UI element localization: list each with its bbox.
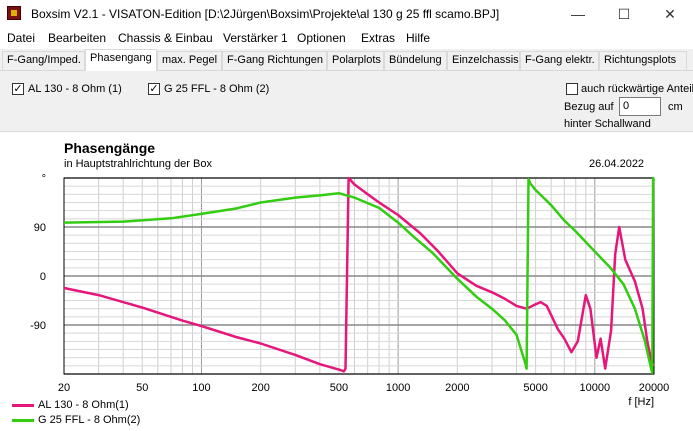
plot-border — [63, 177, 655, 375]
legend-label-2: G 25 FFL - 8 Ohm(2) — [38, 414, 141, 426]
driver1-checkbox[interactable]: ✓ — [12, 83, 24, 95]
series-line-1 — [63, 176, 655, 373]
tab-richtungsplots[interactable]: Richtungsplots — [599, 51, 687, 70]
driver1-label: AL 130 - 8 Ohm (1) — [28, 83, 122, 95]
y-tick-label: ° — [42, 173, 46, 185]
title-bar: Boxsim V2.1 - VISATON-Edition [D:\2Jürge… — [0, 0, 693, 28]
series-layer — [63, 176, 656, 375]
rear-label: auch rückwärtige Anteile — [581, 83, 693, 95]
minimize-button[interactable]: — — [571, 6, 585, 22]
chart-title: Phasengänge — [64, 140, 156, 156]
phase-chart: 20 50 100 200 500 1000 2000 5000 10000 20000 ° 90 0… — [30, 173, 669, 408]
y-tick-labels: ° 90 0 -90 — [30, 173, 46, 332]
x-tick-label: 20000 — [639, 382, 670, 394]
major-grid — [64, 177, 654, 375]
x-tick-label: 100 — [192, 382, 210, 394]
chart-area: Phasengänge in Hauptstrahlrichtung der B… — [0, 132, 693, 431]
x-tick-label: 10000 — [580, 382, 611, 394]
legend-item-1: AL 130 - 8 Ohm(1) — [12, 399, 129, 411]
legend-item-2: G 25 FFL - 8 Ohm(2) — [12, 414, 140, 426]
ref-label: Bezug auf — [564, 101, 614, 113]
x-tick-label: 5000 — [523, 382, 547, 394]
tab-max-pegel[interactable]: max. Pegel — [157, 51, 222, 70]
rear-checkbox[interactable] — [566, 83, 578, 95]
menu-verstaerker[interactable]: Verstärker 1 — [223, 31, 288, 45]
x-tick-label: 500 — [330, 382, 348, 394]
legend-swatch-1 — [12, 403, 34, 407]
menu-chassis-einbau[interactable]: Chassis & Einbau — [118, 31, 213, 45]
x-tick-label: 200 — [251, 382, 269, 394]
ref-distance-input[interactable]: 0 — [619, 97, 661, 116]
tab-f-gang-imped[interactable]: F-Gang/Imped. — [2, 51, 85, 70]
tab-einzelchassis[interactable]: Einzelchassis — [447, 51, 520, 70]
close-button[interactable]: ✕ — [664, 6, 676, 22]
y-tick-label: 90 — [34, 222, 46, 234]
tab-bar: F-Gang/Imped. Phasengang max. Pegel F-Ga… — [0, 49, 693, 71]
chart-subtitle: in Hauptstrahlrichtung der Box — [64, 158, 212, 170]
x-tick-labels: 20 50 100 200 500 1000 2000 5000 10000 20000 — [58, 382, 669, 394]
x-tick-label: 1000 — [386, 382, 410, 394]
x-axis-label: f [Hz] — [628, 396, 654, 408]
ref-unit-label: cm — [668, 101, 683, 113]
maximize-button[interactable]: ☐ — [617, 6, 631, 22]
x-tick-label: 20 — [58, 382, 70, 394]
options-panel: ✓ AL 130 - 8 Ohm (1) ✓ G 25 FFL - 8 Ohm … — [0, 71, 693, 132]
legend-swatch-2 — [12, 418, 34, 422]
window-title: Boxsim V2.1 - VISATON-Edition [D:\2Jürge… — [31, 7, 500, 21]
tab-buendelung[interactable]: Bündelung — [384, 51, 447, 70]
legend-label-1: AL 130 - 8 Ohm(1) — [38, 399, 129, 411]
x-tick-label: 50 — [136, 382, 148, 394]
app-icon[interactable] — [7, 6, 21, 20]
tab-polarplots[interactable]: Polarplots — [327, 51, 384, 70]
ref-suffix-label: hinter Schallwand — [564, 118, 651, 130]
y-tick-label: 0 — [40, 271, 46, 283]
tab-f-gang-elektr[interactable]: F-Gang elektr. — [520, 51, 599, 70]
driver2-label: G 25 FFL - 8 Ohm (2) — [164, 83, 270, 95]
chart-date: 26.04.2022 — [589, 158, 645, 170]
tab-phasengang[interactable]: Phasengang — [85, 49, 157, 71]
menu-datei[interactable]: Datei — [7, 31, 36, 45]
menu-bearbeiten[interactable]: Bearbeiten — [48, 31, 107, 45]
tab-f-gang-richtungen[interactable]: F-Gang Richtungen — [222, 51, 327, 70]
driver2-checkbox[interactable]: ✓ — [148, 83, 160, 95]
menu-hilfe[interactable]: Hilfe — [406, 31, 431, 45]
menu-bar: Datei Bearbeiten Chassis & Einbau Verstä… — [0, 28, 693, 49]
series-line-2 — [63, 176, 656, 375]
x-tick-label: 2000 — [445, 382, 469, 394]
menu-extras[interactable]: Extras — [361, 31, 396, 45]
menu-optionen[interactable]: Optionen — [297, 31, 346, 45]
y-tick-label: -90 — [30, 320, 46, 332]
